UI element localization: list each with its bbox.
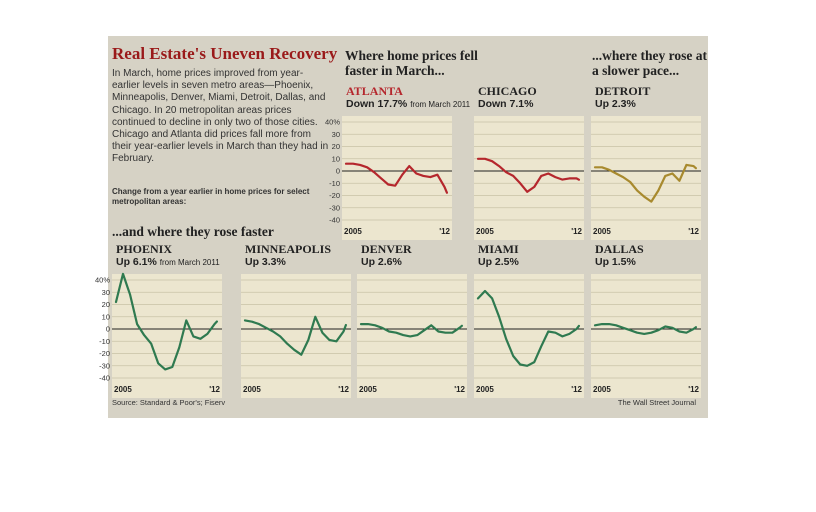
panel-atlanta: ATLANTA Down 17.7% from March 2011 40% 30… xyxy=(325,84,470,242)
chart-title: Real Estate's Uneven Recovery xyxy=(112,44,338,63)
x-tick-label: '12 xyxy=(688,385,699,394)
panel-denver: DENVER Up 2.6% 2005 '12 xyxy=(357,242,467,400)
change-label: Up 6.1% from March 2011 xyxy=(116,256,220,268)
panel-miami: MIAMI Up 2.5% 2005 '12 xyxy=(474,242,584,400)
x-tick-label: '12 xyxy=(338,385,349,394)
metro-name: MINNEAPOLIS xyxy=(245,242,332,256)
change-label: Up 2.6% xyxy=(361,256,402,268)
y-tick-label: -20 xyxy=(99,349,110,358)
y-tick-label: 10 xyxy=(332,154,340,163)
change-label: Up 2.3% xyxy=(595,98,636,110)
x-tick-label: '12 xyxy=(571,227,582,236)
y-tick-label: 10 xyxy=(102,312,110,321)
y-tick-label: -40 xyxy=(329,216,340,225)
series-line xyxy=(593,163,698,203)
y-tick-label: 0 xyxy=(106,325,110,334)
heading-slower: ...where they rose at a slower pace... xyxy=(592,48,707,78)
x-tick-label: 2005 xyxy=(359,385,377,394)
metro-name: DETROIT xyxy=(595,84,651,98)
x-tick-label: 2005 xyxy=(344,227,362,236)
credit-note: The Wall Street Journal xyxy=(617,398,696,407)
metro-name: ATLANTA xyxy=(346,84,403,98)
y-tick-label: -30 xyxy=(329,203,340,212)
line-chart-dallas: 2005 '12 xyxy=(591,279,701,394)
line-chart-atlanta: 40% 30 20 10 0 -10 -20 -30 -40 2005 '12 xyxy=(325,118,452,236)
x-tick-label: 2005 xyxy=(476,227,494,236)
source-note: Source: Standard & Poor's; Fiserv xyxy=(112,398,226,407)
y-tick-label: -10 xyxy=(99,337,110,346)
metro-name: MIAMI xyxy=(478,242,519,256)
x-tick-label: 2005 xyxy=(243,385,261,394)
plot-area: 2005 '12 xyxy=(241,274,351,398)
intro-text: In March, home prices improved from year… xyxy=(112,68,329,165)
panel-minneapolis: MINNEAPOLIS Up 3.3% 2005 '12 xyxy=(241,242,351,400)
panel-phoenix: PHOENIX Up 6.1% from March 2011 40% 30 20 1… xyxy=(95,242,222,400)
metro-name: PHOENIX xyxy=(116,242,173,256)
x-tick-label: '12 xyxy=(454,385,465,394)
y-tick-label: -10 xyxy=(329,179,340,188)
series-line xyxy=(476,289,581,367)
intro-note: Change from a year earlier in home price… xyxy=(112,187,310,206)
x-tick-label: '12 xyxy=(688,227,699,236)
panel-dallas: DALLAS Up 1.5% 2005 '12 xyxy=(591,242,701,400)
series-line xyxy=(593,322,698,336)
series-line xyxy=(114,272,219,371)
heading-fell: Where home prices fell faster in March..… xyxy=(345,48,478,78)
heading-faster: ...and where they rose faster xyxy=(112,224,274,239)
y-tick-label: 30 xyxy=(102,288,110,297)
panel-detroit: DETROIT Up 2.3% 2005 '12 xyxy=(591,84,701,242)
chart-figure: Real Estate's Uneven Recovery In March, … xyxy=(95,36,708,418)
panel-chicago: CHICAGO Down 7.1% 2005 '12 xyxy=(474,84,584,242)
line-chart-phoenix: 40% 30 20 10 0 -10 -20 -30 -40 2005 '12 xyxy=(95,272,222,394)
line-chart-denver: 2005 '12 xyxy=(357,279,467,394)
y-tick-label: 0 xyxy=(336,167,340,176)
y-tick-label: 40% xyxy=(325,118,340,127)
series-line xyxy=(243,315,348,356)
plot-area: 2005 '12 xyxy=(357,274,467,398)
change-label: Up 3.3% xyxy=(245,256,286,268)
plot-area: 40% 30 20 10 0 -10 -20 -30 -40 2005 '12 xyxy=(95,272,222,398)
y-tick-label: -20 xyxy=(329,191,340,200)
line-chart-minneapolis: 2005 '12 xyxy=(241,279,351,394)
plot-area: 2005 '12 xyxy=(591,116,701,240)
metro-name: CHICAGO xyxy=(478,84,537,98)
y-tick-label: 30 xyxy=(332,130,340,139)
metro-name: DALLAS xyxy=(595,242,644,256)
change-label: Up 2.5% xyxy=(478,256,519,268)
change-label: Down 17.7% from March 2011 xyxy=(346,98,471,110)
plot-area: 40% 30 20 10 0 -10 -20 -30 -40 2005 '12 xyxy=(325,116,452,240)
line-chart-chicago: 2005 '12 xyxy=(474,121,584,236)
series-line xyxy=(476,157,581,193)
x-tick-label: '12 xyxy=(209,385,220,394)
series-line xyxy=(344,162,449,194)
y-tick-label: 20 xyxy=(102,300,110,309)
y-tick-label: 40% xyxy=(95,276,110,285)
change-label: Up 1.5% xyxy=(595,256,636,268)
x-tick-label: 2005 xyxy=(593,385,611,394)
x-tick-label: '12 xyxy=(571,385,582,394)
line-chart-detroit: 2005 '12 xyxy=(591,121,701,236)
plot-area: 2005 '12 xyxy=(474,116,584,240)
plot-area: 2005 '12 xyxy=(591,274,701,398)
change-label: Down 7.1% xyxy=(478,98,534,110)
series-line xyxy=(359,322,464,338)
metro-name: DENVER xyxy=(361,242,412,256)
y-tick-label: 20 xyxy=(332,142,340,151)
x-tick-label: 2005 xyxy=(476,385,494,394)
y-tick-label: -40 xyxy=(99,374,110,383)
plot-area: 2005 '12 xyxy=(474,274,584,398)
x-tick-label: 2005 xyxy=(593,227,611,236)
x-tick-label: 2005 xyxy=(114,385,132,394)
line-chart-miami: 2005 '12 xyxy=(474,279,584,394)
y-tick-label: -30 xyxy=(99,361,110,370)
x-tick-label: '12 xyxy=(439,227,450,236)
